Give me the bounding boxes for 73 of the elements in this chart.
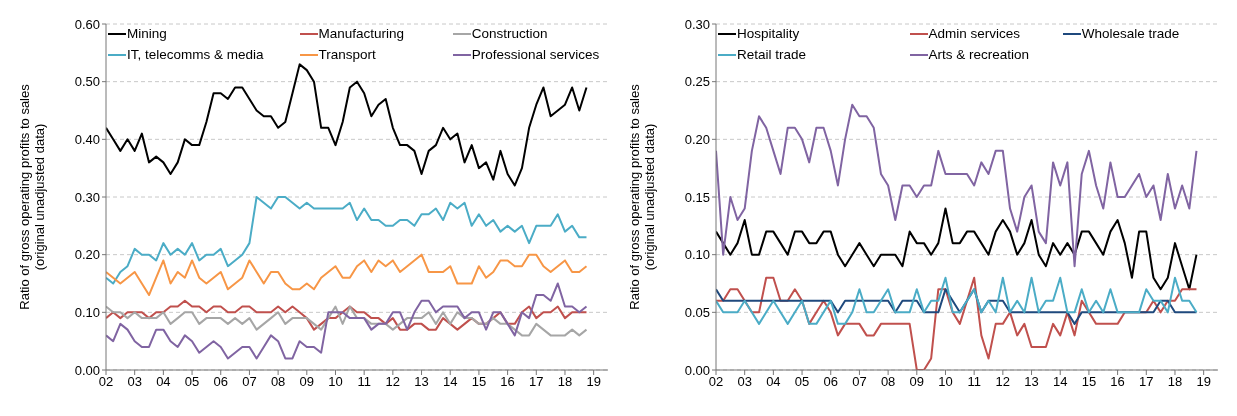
x-tick-label: 07 <box>242 374 257 390</box>
y-tick-label: 0.20 <box>684 131 710 147</box>
legend-label: Construction <box>471 26 548 41</box>
y-axis-title: Ratio of gross operating profits to sales (original unadjusted data) <box>626 83 657 310</box>
x-tick-label: 08 <box>880 374 896 390</box>
x-tick-label: 07 <box>852 374 867 390</box>
legend-label: Hospitality <box>737 26 800 41</box>
line-series <box>716 276 1198 370</box>
line-series <box>716 276 1198 325</box>
line-series <box>716 103 1198 268</box>
line-series <box>106 299 588 331</box>
legend-label: Wholesale trade <box>1081 26 1180 41</box>
x-tick-label: 13 <box>1024 374 1039 390</box>
x-tick-label: 04 <box>766 374 781 390</box>
legend-label: Professional services <box>471 47 600 62</box>
x-tick-label: 19 <box>1196 374 1211 390</box>
x-tick-label: 14 <box>442 374 458 390</box>
y-tick-label: 0.10 <box>74 304 100 320</box>
x-tick-label: 03 <box>737 374 752 390</box>
x-tick-label: 13 <box>414 374 429 390</box>
x-tick-label: 14 <box>1052 374 1068 390</box>
x-tick-label: 16 <box>1110 374 1125 390</box>
line-series <box>106 196 588 285</box>
y-tick-label: 0.25 <box>684 74 710 90</box>
line-series <box>106 305 588 337</box>
y-tick-label: 0.00 <box>74 362 100 378</box>
legend-label: Retail trade <box>737 47 807 62</box>
x-tick-label: 15 <box>1081 374 1097 390</box>
y-tick-label: 0.40 <box>74 131 100 147</box>
legend-label: Mining <box>127 26 167 41</box>
x-tick-label: 11 <box>967 374 981 390</box>
x-tick-label: 06 <box>823 374 838 390</box>
x-tick-label: 08 <box>270 374 286 390</box>
y-tick-label: 0.10 <box>684 247 710 263</box>
x-tick-label: 02 <box>708 374 724 390</box>
line-series <box>106 282 588 360</box>
x-tick-label: 12 <box>385 374 401 390</box>
x-tick-label: 09 <box>909 374 925 390</box>
x-tick-label: 09 <box>299 374 315 390</box>
y-tick-label: 0.30 <box>684 16 710 32</box>
line-series <box>106 63 588 187</box>
x-tick-label: 16 <box>500 374 515 390</box>
x-tick-label: 05 <box>794 374 810 390</box>
y-tick-label: 0.05 <box>684 304 710 320</box>
line-series <box>716 207 1198 291</box>
x-tick-label: 06 <box>213 374 228 390</box>
x-tick-label: 02 <box>98 374 114 390</box>
y-tick-label: 0.15 <box>684 189 710 205</box>
y-tick-label: 0.50 <box>74 74 100 90</box>
x-tick-label: 19 <box>586 374 601 390</box>
legend-label: Admin services <box>928 26 1021 41</box>
x-tick-label: 18 <box>557 374 573 390</box>
y-tick-label: 0.00 <box>684 362 710 378</box>
x-tick-label: 04 <box>156 374 171 390</box>
x-tick-label: 15 <box>471 374 487 390</box>
y-axis-title: Ratio of gross operating profits to sales (original unadjusted data) <box>16 83 47 310</box>
x-tick-label: 10 <box>328 374 343 390</box>
y-tick-label: 0.30 <box>74 189 100 205</box>
x-tick-label: 10 <box>938 374 953 390</box>
y-tick-label: 0.60 <box>74 16 100 32</box>
legend-label: Manufacturing <box>318 26 405 41</box>
x-tick-label: 03 <box>127 374 142 390</box>
x-tick-label: 17 <box>1139 374 1154 390</box>
legend-label: IT, telecomms & media <box>127 47 264 62</box>
legend-label: Arts & recreation <box>928 47 1030 62</box>
legend-label: Transport <box>318 47 376 62</box>
x-tick-label: 05 <box>184 374 200 390</box>
line-series <box>106 253 588 297</box>
y-tick-label: 0.20 <box>74 247 100 263</box>
x-tick-label: 12 <box>995 374 1011 390</box>
x-tick-label: 11 <box>357 374 371 390</box>
x-tick-label: 17 <box>529 374 544 390</box>
x-tick-label: 18 <box>1167 374 1183 390</box>
